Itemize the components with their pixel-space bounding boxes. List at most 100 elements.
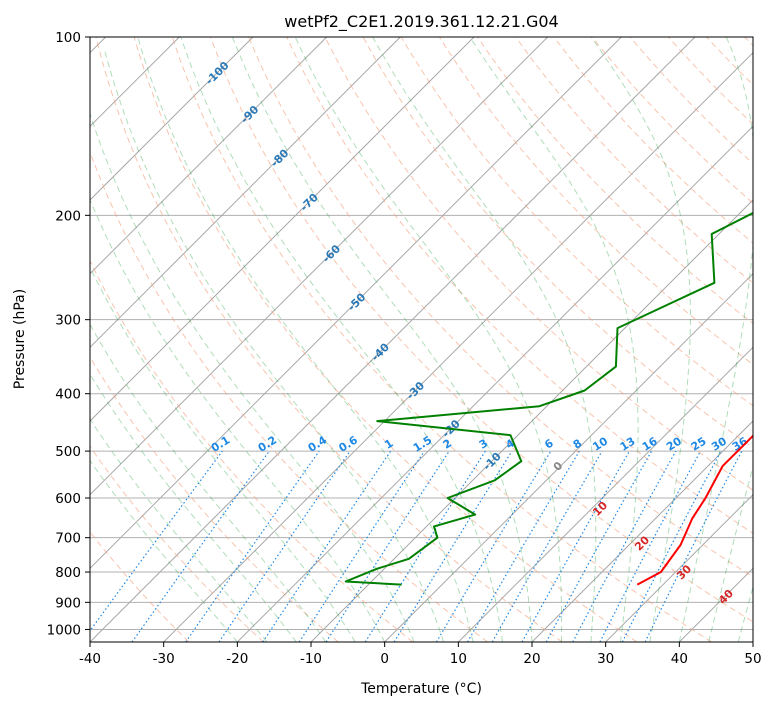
y-tick-label: 800 xyxy=(55,565,81,581)
x-tick-label: 50 xyxy=(744,651,761,667)
mixing-ratio-line xyxy=(435,450,552,642)
dry-adiabat-line xyxy=(133,37,638,642)
x-tick-label: -20 xyxy=(226,651,248,667)
y-tick-label: 1000 xyxy=(47,622,81,638)
skewed-isotherm xyxy=(531,420,753,642)
dry-adiabat-line xyxy=(210,37,753,623)
moist-adiabat-line xyxy=(90,373,297,642)
moist-adiabat-line xyxy=(90,198,386,642)
moist-adiabat-line xyxy=(231,37,533,642)
chart-title: wetPf2_C2E1.2019.361.12.21.G04 xyxy=(284,12,558,32)
moist-adiabat-label: 0 xyxy=(551,459,566,474)
dry-adiabat-line xyxy=(248,37,753,578)
skewed-isotherm xyxy=(752,641,753,642)
mixing-ratio-line xyxy=(325,450,450,642)
x-tick-label: 0 xyxy=(380,651,389,667)
dry-adiabat-line xyxy=(90,445,264,642)
dry-adiabat-line xyxy=(629,37,753,165)
isotherm-label: -90 xyxy=(238,103,261,126)
moist-adiabat-line xyxy=(737,585,753,642)
dry-adiabat-line xyxy=(553,37,753,244)
chart-grid xyxy=(90,37,753,642)
moist-adiabat-line xyxy=(90,266,356,642)
moist-adiabat-label: 30 xyxy=(674,562,694,582)
y-axis-label: Pressure (hPa) xyxy=(12,289,28,389)
y-tick-label: 300 xyxy=(55,313,81,329)
x-tick-label: -40 xyxy=(79,651,101,667)
moist-adiabat-line xyxy=(90,418,268,642)
skewed-isotherm xyxy=(90,37,254,201)
isotherm-label: -80 xyxy=(268,146,291,169)
skewed-isotherm xyxy=(457,346,753,642)
dry-adiabat-line xyxy=(90,356,339,642)
dry-adiabat-line xyxy=(744,37,753,47)
dry-adiabat-line xyxy=(591,37,753,204)
dry-adiabat-line xyxy=(400,37,753,407)
chart-series xyxy=(344,211,753,586)
moist-adiabat-line xyxy=(294,37,563,642)
moist-adiabat-line xyxy=(103,49,445,642)
skewed-isotherm xyxy=(605,493,753,642)
dry-adiabat-line xyxy=(171,37,712,642)
mixing-ratio-line xyxy=(393,450,513,642)
moist-adiabat-line xyxy=(180,37,503,642)
moist-adiabat-line xyxy=(678,37,753,642)
mixing-ratio-label: 6 xyxy=(542,436,556,451)
moist-adiabat-line xyxy=(469,37,639,642)
isotherm-label: -70 xyxy=(298,191,321,214)
skewed-isotherm xyxy=(384,272,753,642)
skewed-isotherm xyxy=(90,37,401,349)
x-tick-label: -30 xyxy=(153,651,175,667)
y-tick-label: 900 xyxy=(55,595,81,611)
skewed-isotherm xyxy=(310,199,753,642)
mixing-ratio-label: 3 xyxy=(477,437,490,452)
y-tick-label: 400 xyxy=(55,387,81,403)
temperature-profile xyxy=(636,434,753,586)
x-tick-label: 10 xyxy=(450,651,467,667)
y-axis: 100 200 300 400 500 600 700 800 900 1000 xyxy=(47,30,90,638)
dry-adiabat-line xyxy=(362,37,753,449)
mixing-ratio-line xyxy=(491,450,603,642)
dry-adiabat-line xyxy=(324,37,753,491)
x-tick-label: 20 xyxy=(523,651,540,667)
dry-adiabat-line xyxy=(668,37,753,125)
moist-adiabat-line xyxy=(372,37,597,642)
x-tick-label: 30 xyxy=(597,651,614,667)
skewed-isotherm xyxy=(90,37,475,422)
mixing-ratio-line xyxy=(521,450,631,642)
x-tick-label: 40 xyxy=(671,651,688,667)
mixing-ratio-line xyxy=(572,450,677,642)
moist-adiabat-label: 20 xyxy=(632,533,652,553)
y-tick-label: 600 xyxy=(55,491,81,507)
moist-adiabat-label: 40 xyxy=(716,587,736,607)
y-tick-label: 700 xyxy=(55,531,81,547)
plot-frame xyxy=(89,36,754,643)
chart-annotations: 0.1 0.2 0.4 0.6 1 1.5 2 3 4 6 8 10 13 16 20 25 30 36-100-… xyxy=(203,59,750,607)
skewed-isotherm xyxy=(236,125,753,642)
mixing-ratio-line xyxy=(90,450,223,632)
x-axis-label: Temperature (°C) xyxy=(360,681,482,697)
mixing-ratio-line xyxy=(599,450,702,642)
dry-adiabat-line xyxy=(706,37,753,86)
skewed-isotherm xyxy=(678,567,753,642)
y-tick-label: 100 xyxy=(55,30,81,46)
dry-adiabat-line xyxy=(90,259,414,642)
x-tick-label: -10 xyxy=(300,651,322,667)
mixing-ratio-line xyxy=(185,450,320,642)
mixing-ratio-line xyxy=(545,450,653,642)
moist-adiabat-line xyxy=(708,464,753,642)
mixing-ratio-line xyxy=(466,450,580,642)
mixing-ratio-line xyxy=(298,450,425,642)
skewed-isotherm xyxy=(90,37,622,570)
moist-adiabat-line xyxy=(90,111,415,642)
mixing-ratio-line xyxy=(262,450,392,642)
mixing-ratio-line xyxy=(218,450,351,642)
y-tick-label: 500 xyxy=(55,444,81,460)
skewed-isotherm xyxy=(90,37,328,275)
x-axis: -40 -30 -20 -10 0 10 20 30 40 50 xyxy=(79,642,762,667)
mixing-ratio-line xyxy=(131,450,270,642)
dry-adiabat-line xyxy=(515,37,753,284)
y-tick-label: 200 xyxy=(55,208,81,224)
skewed-isotherm xyxy=(90,37,549,496)
